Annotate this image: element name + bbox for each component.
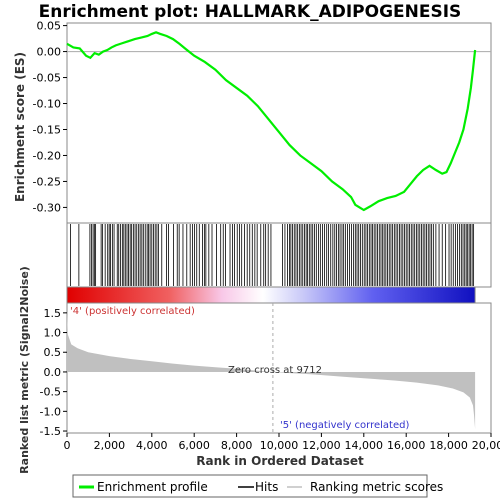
metric-tick-label: -1.5 xyxy=(40,425,61,438)
es-tick-label: -0.30 xyxy=(33,201,61,214)
x-tick-label: 6,000 xyxy=(178,439,210,452)
metric-tick-label: 0.0 xyxy=(44,366,62,379)
x-tick-label: 8,000 xyxy=(221,439,253,452)
x-tick-label: 20,000 xyxy=(472,439,500,452)
legend-frame xyxy=(72,474,428,498)
es-axis-title: Enrichment score (ES) xyxy=(13,52,27,202)
zero-cross-label: Zero cross at 9712 xyxy=(228,365,322,376)
es-panel-frame xyxy=(66,22,492,224)
legend: Enrichment profile Hits Ranking metric s… xyxy=(72,474,443,498)
metric-tick-label: 1.0 xyxy=(44,327,62,340)
x-tick-label: 10,000 xyxy=(260,439,299,452)
metric-tick-label: -1.0 xyxy=(40,405,61,418)
x-axis: 0 2,000 4,000 6,000 8,000 10,000 12,000 14,000 1… xyxy=(64,433,500,452)
es-tick-label: -0.25 xyxy=(33,175,61,188)
negative-correlation-label: '5' (negatively correlated) xyxy=(280,420,409,431)
positive-correlation-label: '4' (positively correlated) xyxy=(70,306,195,317)
metric-tick-label: -0.5 xyxy=(40,386,61,399)
chart-title: Enrichment plot: HALLMARK_ADIPOGENESIS xyxy=(39,2,462,22)
es-tick-label: -0.10 xyxy=(33,98,61,111)
x-tick-label: 18,000 xyxy=(429,439,468,452)
enrichment-profile-line xyxy=(66,31,477,212)
ranking-color-bar xyxy=(66,286,476,304)
x-tick-label: 16,000 xyxy=(387,439,426,452)
x-tick-label: 14,000 xyxy=(345,439,384,452)
metric-panel: 1.5 1.0 0.5 0.0 -0.5 -1.0 -1.5 '4' (positively… xyxy=(40,302,492,438)
metric-axis-title: Ranked list metric (Signal2Noise) xyxy=(18,266,31,474)
x-tick-label: 12,000 xyxy=(302,439,341,452)
es-tick-label: -0.15 xyxy=(33,123,61,136)
x-tick-label: 0 xyxy=(64,439,71,452)
metric-tick-label: 1.5 xyxy=(44,307,62,320)
es-tick-label: -0.20 xyxy=(33,149,61,162)
legend-metric-label: Ranking metric scores xyxy=(310,480,443,494)
es-tick-label: 0.05 xyxy=(37,20,62,33)
x-axis-title: Rank in Ordered Dataset xyxy=(196,454,364,468)
es-panel: 0.05 0.00 -0.05 -0.10 -0.15 -0.20 -0.25 -0.30 xyxy=(33,20,492,224)
legend-hits-label: Hits xyxy=(255,480,278,494)
es-tick-label: -0.05 xyxy=(33,72,61,85)
metric-tick-label: 0.5 xyxy=(44,346,62,359)
x-tick-label: 4,000 xyxy=(136,439,168,452)
ranking-metric-area xyxy=(67,310,476,430)
hits-panel-frame xyxy=(66,222,492,288)
x-tick-label: 2,000 xyxy=(94,439,126,452)
hits-panel xyxy=(66,222,492,288)
es-tick-label: 0.00 xyxy=(37,46,62,59)
legend-es-label: Enrichment profile xyxy=(97,480,208,494)
